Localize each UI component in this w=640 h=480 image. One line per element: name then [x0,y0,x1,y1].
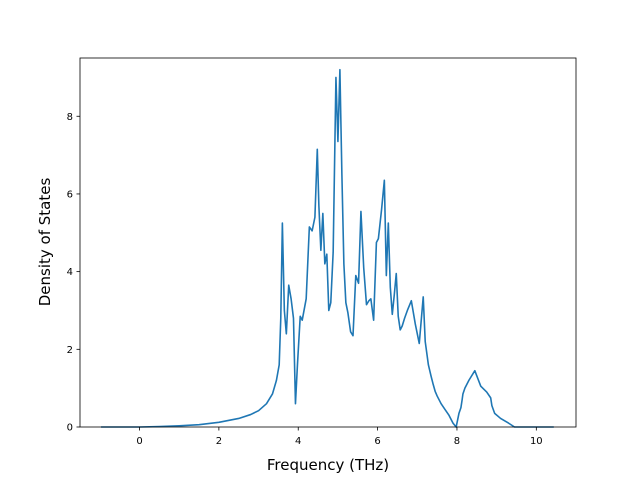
x-tick-label: 4 [295,436,301,447]
y-tick-label: 4 [67,267,73,278]
x-tick-label: 8 [454,436,460,447]
x-axis-ticks: 0 2 4 6 8 10 [136,427,543,447]
y-axis-ticks: 0 2 4 6 8 [67,112,80,434]
plot-area [101,68,554,428]
x-tick-label: 10 [530,436,543,447]
y-tick-label: 8 [67,112,73,123]
y-tick-label: 0 [67,423,73,434]
y-tick-label: 6 [67,190,73,201]
x-tick-label: 0 [136,436,142,447]
x-axis-label: Frequency (THz) [267,456,389,474]
x-tick-label: 6 [374,436,380,447]
series-line-density-of-states [101,68,554,428]
y-axis-label: Density of States [36,178,54,307]
y-tick-label: 2 [67,345,73,356]
axes-frame [79,57,577,428]
x-tick-label: 2 [216,436,222,447]
